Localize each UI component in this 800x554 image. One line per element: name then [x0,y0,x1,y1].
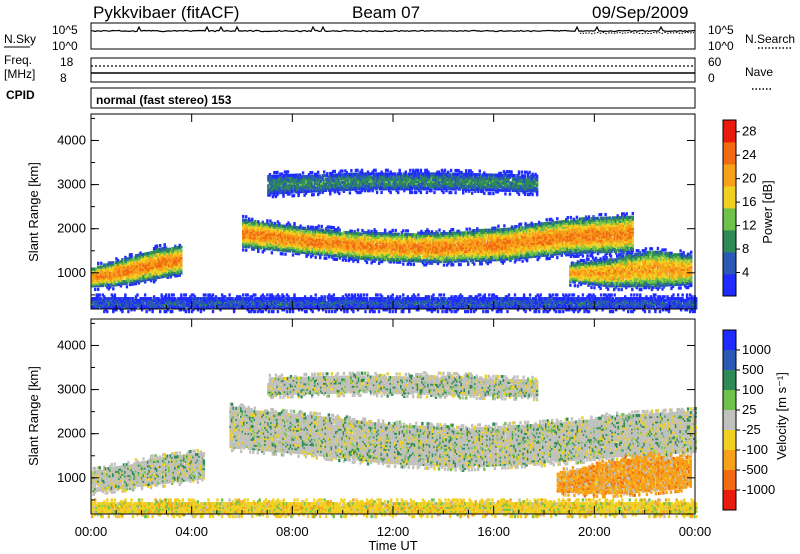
nsky-panel [91,23,695,49]
heatmap-cell [242,215,244,218]
heatmap-cell [126,285,128,288]
heatmap-cell [245,215,247,218]
freq-tick-bottom: 8 [60,71,67,85]
heatmap-cell [100,262,102,265]
nsky-tick-top: 10^5 [52,23,78,37]
radar-chart: Pykkvibaer (fitACF) Beam 07 09/Sep/2009 … [0,0,800,554]
heatmap-cell [266,219,268,222]
nsearch-trace [580,32,694,33]
heatmap-cell [242,248,244,251]
nsky-label: N.Sky [4,32,36,46]
heatmap-cell [315,256,317,259]
cpid-label: CPID [6,88,35,102]
freq-tick-top: 18 [60,55,74,69]
heatmap-cell [112,287,114,290]
heatmap-cell [180,257,182,260]
heatmap-cell [94,288,96,291]
heatmap-cell [164,243,166,246]
heatmap-cell [180,245,182,248]
heatmap-cell [159,244,161,247]
nsky-tick-bottom: 10^0 [52,39,78,53]
heatmap-cell [251,218,253,221]
heatmap-cell [97,262,99,265]
nave-label: Nave [745,65,773,79]
heatmap-cell [284,253,286,256]
power-heatmap [91,169,697,314]
heatmap-cell [293,222,295,225]
freq-label: Freq. [4,53,32,67]
heatmap-cell [281,252,283,255]
beam-title: Beam 07 [352,3,420,22]
nave-tick-top: 60 [708,55,722,69]
heatmap-cell [130,253,132,256]
heatmap-cell [292,253,294,256]
heatmap-cell [271,251,273,254]
heatmap-cell [180,249,182,252]
heatmap-cell [156,245,158,248]
nsky-trace [91,27,695,32]
station-title: Pykkvibaer (fitACF) [93,3,239,22]
nsearch-label: N.Search [745,32,795,46]
date-title: 09/Sep/2009 [592,3,688,22]
nave-tick-bottom: 0 [708,71,715,85]
heatmap-cell [245,249,247,252]
heatmap-cell [97,288,99,291]
nsearch-tick-top: 10^5 [708,23,734,37]
cpid-text: normal (fast stereo) 153 [96,93,232,107]
freq-panel [91,58,695,82]
nsearch-tick-bottom: 10^0 [708,39,734,53]
freq-unit: [MHz] [4,67,35,81]
